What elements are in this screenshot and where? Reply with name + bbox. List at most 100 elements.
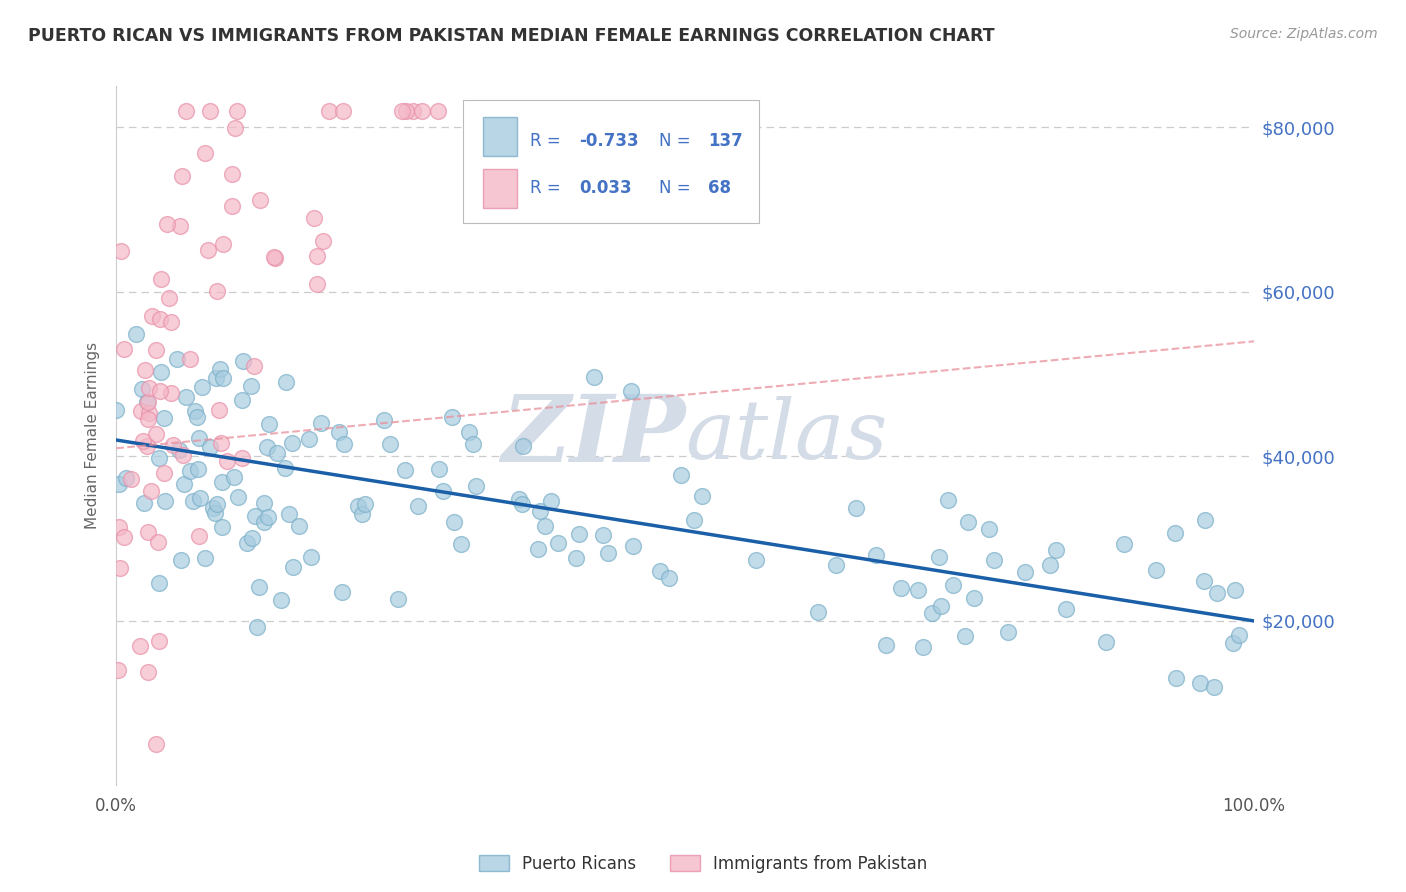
Point: [170, 169, 193, 184]
Point: [302, 211, 325, 226]
Point: [134, 363, 156, 377]
Point: [205, 371, 228, 385]
Point: [983, 553, 1005, 567]
Point: [136, 665, 159, 679]
Point: [257, 417, 280, 431]
Point: [160, 385, 183, 400]
Legend: Puerto Ricans, Immigrants from Pakistan: Puerto Ricans, Immigrants from Pakistan: [472, 848, 934, 880]
Point: [592, 528, 614, 542]
Point: [253, 515, 276, 529]
Point: [240, 531, 263, 545]
Point: [188, 491, 211, 505]
Point: [145, 427, 167, 442]
Point: [226, 490, 249, 504]
Point: [510, 497, 533, 511]
Point: [256, 510, 278, 524]
Point: [533, 519, 555, 533]
Point: [188, 528, 211, 542]
Point: [236, 535, 259, 549]
Point: [112, 342, 135, 356]
Point: [845, 501, 868, 516]
Point: [148, 535, 170, 549]
Point: [890, 582, 912, 596]
Point: [394, 463, 416, 477]
Point: [263, 250, 285, 264]
Point: [141, 310, 163, 324]
Point: [169, 553, 191, 567]
Point: [1202, 680, 1225, 694]
Point: [138, 381, 160, 395]
Point: [266, 446, 288, 460]
Point: [169, 219, 191, 233]
Point: [443, 515, 465, 529]
Point: [183, 494, 205, 508]
Point: [598, 546, 620, 560]
Point: [465, 479, 488, 493]
Point: [162, 438, 184, 452]
Point: [224, 469, 246, 483]
Point: [373, 413, 395, 427]
Point: [135, 439, 157, 453]
Point: [391, 103, 413, 118]
Point: [458, 425, 481, 439]
Point: [221, 199, 243, 213]
Text: 0.033: 0.033: [579, 179, 631, 197]
Point: [907, 583, 929, 598]
Point: [299, 549, 322, 564]
Point: [184, 404, 207, 418]
Point: [186, 409, 208, 424]
Point: [136, 524, 159, 539]
Point: [1188, 676, 1211, 690]
Point: [156, 217, 179, 231]
Point: [211, 237, 233, 252]
Point: [136, 394, 159, 409]
Point: [440, 410, 463, 425]
Point: [224, 121, 246, 136]
Point: [312, 234, 335, 248]
Point: [931, 599, 953, 613]
Point: [239, 379, 262, 393]
Point: [174, 390, 197, 404]
Point: [246, 620, 269, 634]
Point: [540, 494, 562, 508]
Point: [997, 625, 1019, 640]
Text: N =: N =: [659, 132, 696, 150]
Point: [387, 591, 409, 606]
Point: [1054, 602, 1077, 616]
Point: [204, 507, 226, 521]
Point: [333, 437, 356, 451]
Point: [174, 103, 197, 118]
Point: [956, 516, 979, 530]
Point: [150, 271, 173, 285]
Point: [270, 593, 292, 607]
Point: [658, 571, 681, 585]
Point: [1222, 636, 1244, 650]
Point: [179, 352, 201, 367]
Point: [280, 435, 302, 450]
Point: [149, 312, 172, 326]
Point: [332, 103, 354, 118]
Point: [139, 483, 162, 498]
Point: [211, 475, 233, 489]
Point: [194, 550, 217, 565]
Point: [120, 472, 142, 486]
Point: [427, 103, 450, 118]
Point: [263, 251, 285, 265]
Point: [650, 564, 672, 578]
Point: [963, 591, 986, 606]
Text: N =: N =: [659, 179, 696, 197]
Point: [187, 432, 209, 446]
Point: [215, 454, 238, 468]
Point: [953, 629, 976, 643]
Point: [253, 495, 276, 509]
Text: Source: ZipAtlas.com: Source: ZipAtlas.com: [1230, 27, 1378, 41]
Point: [243, 509, 266, 524]
Point: [807, 605, 830, 619]
Point: [145, 737, 167, 751]
Text: -0.733: -0.733: [579, 132, 638, 150]
Point: [277, 508, 299, 522]
Point: [202, 500, 225, 515]
Point: [131, 404, 153, 418]
Point: [565, 550, 588, 565]
FancyBboxPatch shape: [482, 169, 517, 208]
